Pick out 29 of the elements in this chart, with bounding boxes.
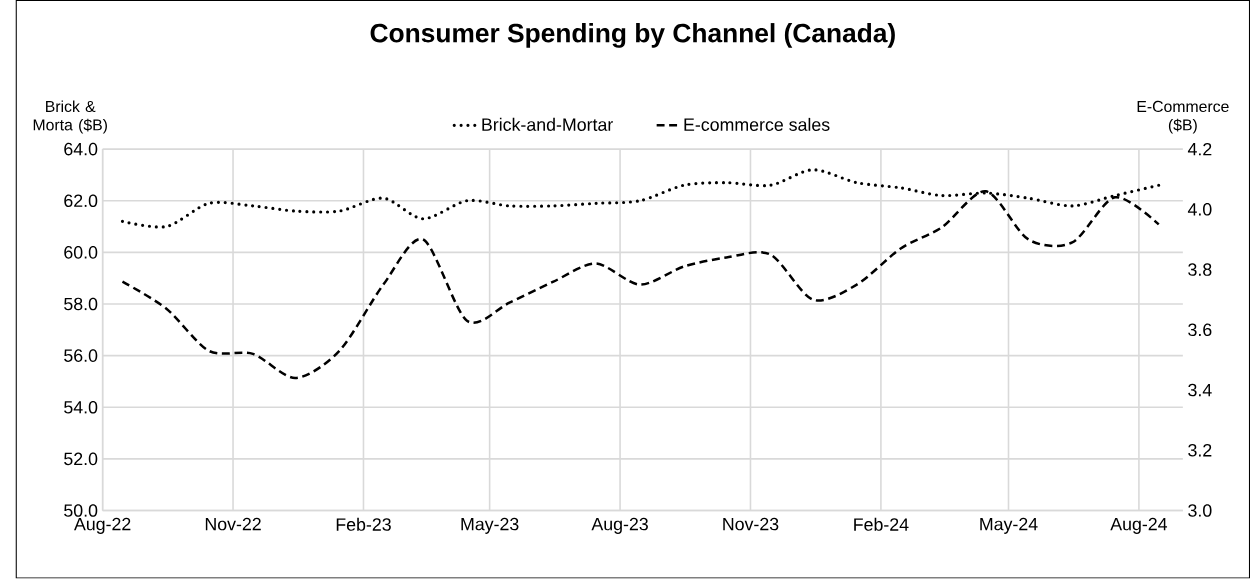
y-tick-label: 64.0 [64, 142, 98, 156]
x-tick-label: Aug-22 [74, 517, 131, 535]
x-tick-label: Nov-22 [205, 517, 261, 531]
y2-tick-label: 3.4 [1188, 383, 1212, 397]
y2-tick-label: 3.0 [1188, 504, 1212, 517]
y2-axis-title: E-Commerce ($B) [1137, 101, 1229, 134]
y2-tick-label: 3.2 [1188, 444, 1212, 457]
y2-tick-label: 4.2 [1187, 143, 1212, 156]
y-axis-title: Brick & Morta ($B) [33, 100, 107, 134]
x-tick-label: Nov-23 [723, 517, 779, 531]
y-tick-label: 54.0 [64, 401, 98, 414]
y-tick-label: 62.0 [64, 194, 98, 208]
x-tick-label: Feb-24 [854, 517, 909, 532]
x-tick-label: Feb-23 [336, 517, 391, 532]
chart-title: Consumer Spending by Channel (Canada) [370, 23, 895, 48]
legend-label: Brick-and-Mortar [482, 118, 613, 132]
y2-tick-label: 4.0 [1187, 203, 1212, 216]
y2-tick-label: 3.6 [1188, 323, 1212, 337]
y2-tick-label: 3.8 [1188, 263, 1212, 277]
y-tick-label: 60.0 [64, 246, 98, 259]
x-tick-label: May-24 [980, 517, 1038, 535]
legend-label: E-commerce sales [684, 118, 830, 132]
x-tick-label: May-23 [461, 517, 519, 535]
y-tick-label: 52.0 [64, 452, 98, 466]
x-tick-label: Aug-23 [591, 517, 648, 535]
y-tick-label: 56.0 [64, 349, 98, 363]
x-tick-label: Aug-24 [1110, 517, 1168, 535]
y-tick-label: 58.0 [64, 297, 98, 311]
y-tick-label: 50.0 [64, 504, 98, 517]
